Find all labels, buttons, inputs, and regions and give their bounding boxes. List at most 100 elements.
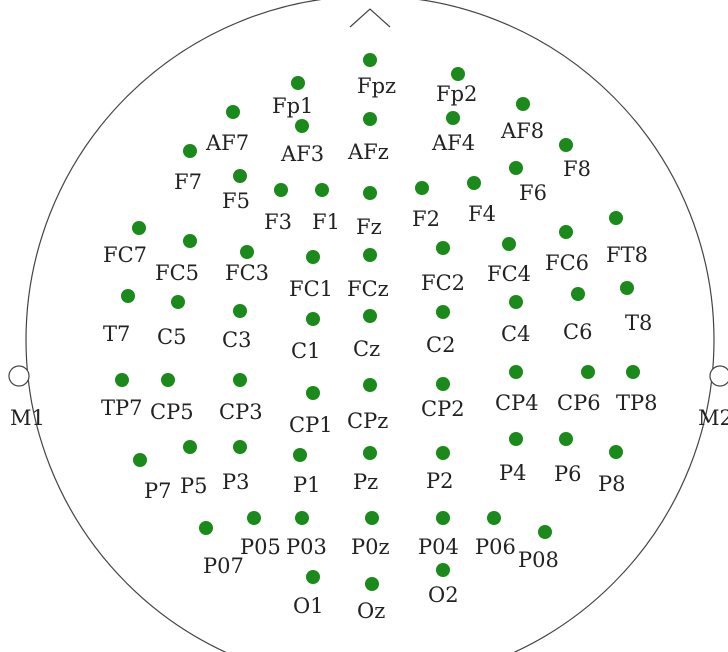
electrode-dot [293, 448, 307, 462]
electrode-p04: P04 [418, 511, 459, 559]
electrode-fc1: FC1 [289, 250, 333, 301]
electrode-af3: AF3 [280, 119, 324, 166]
electrode-label: P0z [351, 535, 390, 559]
electrode-af7: AF7 [205, 105, 249, 155]
electrode-dot [363, 309, 377, 323]
electrode-fc3: FC3 [225, 245, 269, 285]
electrode-label: CP4 [495, 391, 539, 415]
electrode-fc7: FC7 [103, 221, 147, 267]
electrode-label: P1 [293, 473, 321, 497]
electrode-label: P4 [499, 461, 527, 485]
electrode-label: P06 [475, 535, 516, 559]
electrode-dot [415, 181, 429, 195]
electrode-p4: P4 [499, 432, 527, 485]
electrode-dot [509, 295, 523, 309]
electrode-fc6: FC6 [545, 225, 589, 275]
nose-mark [349, 8, 391, 28]
electrode-dot [240, 245, 254, 259]
electrode-dot [233, 304, 247, 318]
electrode-dot [306, 250, 320, 264]
electrode-dot [121, 289, 135, 303]
electrode-label: O1 [293, 594, 324, 618]
electrode-fz: Fz [356, 186, 382, 239]
electrode-dot [363, 248, 377, 262]
electrode-dot [226, 105, 240, 119]
electrode-tp8: TP8 [616, 365, 658, 415]
electrode-p07: P07 [199, 521, 244, 578]
electrode-dot [161, 373, 175, 387]
electrode-label: F4 [468, 202, 496, 226]
electrode-fpz: Fpz [357, 53, 396, 98]
electrode-label: Pz [353, 470, 378, 494]
electrode-dot [183, 144, 197, 158]
electrode-dot [291, 76, 305, 90]
electrode-dot [559, 432, 573, 446]
electrode-p06: P06 [475, 511, 516, 559]
electrode-dot [571, 287, 585, 301]
electrode-dot [274, 183, 288, 197]
electrode-dot [559, 138, 573, 152]
electrode-label: AFz [347, 140, 389, 164]
electrode-label: FC6 [545, 251, 589, 275]
electrode-fc5: FC5 [155, 234, 199, 285]
electrode-label: FT8 [606, 243, 648, 267]
electrode-dot [609, 211, 623, 225]
electrode-label: CP3 [219, 400, 263, 424]
electrode-dot [133, 453, 147, 467]
electrode-label: T7 [103, 322, 130, 346]
electrode-c6: C6 [563, 287, 592, 344]
electrode-fcz: FCz [347, 248, 389, 301]
electrode-dot [502, 237, 516, 251]
electrode-label: CP5 [150, 400, 194, 424]
electrode-f8: F8 [559, 138, 591, 181]
electrode-label: P07 [203, 554, 244, 578]
electrode-label: TP7 [101, 396, 143, 420]
electrode-dot [363, 378, 377, 392]
electrode-p7: P7 [133, 453, 172, 503]
electrode-dot [365, 577, 379, 591]
electrode-af4: AF4 [431, 111, 475, 155]
electrode-label: FC7 [103, 243, 147, 267]
electrode-tp7: TP7 [101, 373, 143, 420]
mastoid-marker [709, 365, 728, 387]
electrode-dot [363, 186, 377, 200]
mastoid-label: M1 [10, 406, 45, 430]
electrode-label: P05 [240, 535, 281, 559]
electrode-dot [446, 111, 460, 125]
electrode-fc4: FC4 [487, 237, 531, 286]
electrode-label: F7 [174, 170, 202, 194]
electrode-f2: F2 [412, 181, 440, 231]
electrode-dot [363, 112, 377, 126]
electrode-fc2: FC2 [421, 241, 465, 295]
electrode-layer: Fpz Fp1 Fp2 AF7 AF3 AFz AF4 AF8 F7 F5 F3 F1 Fz F2 F4 F6… [101, 53, 658, 623]
electrode-cp5: CP5 [150, 373, 194, 424]
electrode-label: O2 [428, 583, 459, 607]
electrode-f3: F3 [264, 183, 292, 234]
electrode-p08: P08 [518, 525, 559, 572]
mastoid-layer: M1 M2 [8, 365, 728, 430]
electrode-cp3: CP3 [219, 373, 263, 424]
electrode-o1: O1 [293, 570, 324, 618]
electrode-label: P08 [518, 548, 559, 572]
electrode-fp1: Fp1 [272, 76, 313, 118]
electrode-label: P2 [426, 469, 454, 493]
electrode-label: TP8 [616, 391, 658, 415]
electrode-dot [233, 440, 247, 454]
electrode-dot [199, 521, 213, 535]
electrode-dot [451, 67, 465, 81]
electrode-dot [436, 563, 450, 577]
electrode-c5: C5 [157, 295, 186, 349]
electrode-p03: P03 [286, 511, 327, 559]
mastoid-m2: M2 [698, 365, 728, 430]
electrode-cp1: CP1 [289, 386, 333, 437]
electrode-p05: P05 [240, 511, 281, 559]
electrode-fp2: Fp2 [436, 67, 477, 106]
electrode-dot [609, 445, 623, 459]
electrode-cz: Cz [353, 309, 380, 361]
electrode-cp2: CP2 [421, 377, 465, 421]
electrode-p5: P5 [180, 440, 208, 498]
electrode-label: CP6 [557, 391, 601, 415]
electrode-label: F5 [222, 189, 250, 213]
electrode-ft8: FT8 [606, 211, 648, 267]
